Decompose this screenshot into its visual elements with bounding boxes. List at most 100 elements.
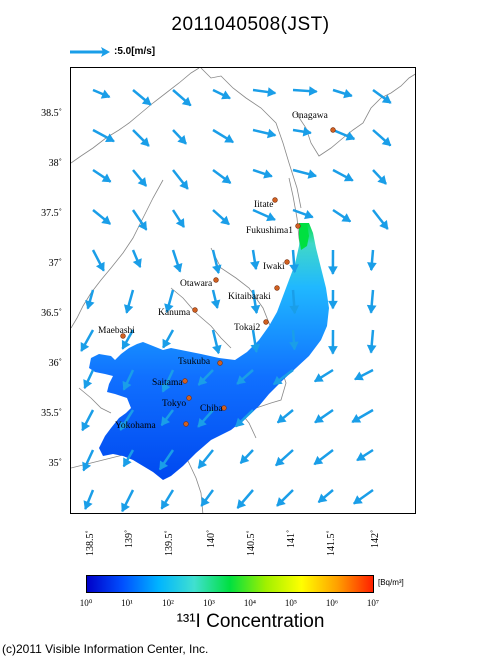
lon-tick: 141.5˚ [326, 530, 337, 556]
wind-vector-head [181, 96, 192, 107]
wind-vector-head [317, 493, 328, 503]
city-marker [330, 127, 336, 133]
wind-vector-head [81, 421, 91, 432]
wind-vector-head [221, 174, 232, 184]
wind-vector-head [82, 461, 92, 472]
wind-vector-head [266, 128, 277, 139]
city-marker [120, 333, 126, 339]
lon-tick: 141˚ [286, 529, 297, 548]
wind-vector-head [212, 344, 222, 355]
wind-vector-head [328, 300, 338, 310]
wind-vector-head [377, 175, 387, 185]
wind-vector-head [354, 371, 364, 381]
wind-vector-head [345, 131, 356, 141]
wind-vector-head [328, 266, 338, 275]
wind-vector-head [95, 261, 105, 272]
wind-vector-head [302, 126, 312, 137]
lat-tick: 35˚ [48, 458, 62, 469]
wind-vector-head [224, 134, 234, 143]
wind-scale-label: :5.0[m/s] [114, 46, 156, 57]
city-marker [221, 405, 227, 411]
city-label-kitaibaraki: Kitaibaraki [228, 292, 271, 302]
wind-vector-head [132, 258, 142, 268]
city-label-fukushima1: Fukushima1 [246, 226, 293, 236]
wind-vector-head [272, 375, 283, 385]
city-label-maebashi: Maebashi [98, 326, 135, 336]
colorbar-tick: 10⁵ [284, 598, 298, 608]
wind-vector-head [197, 376, 208, 386]
colorbar-tick: 10⁴ [243, 598, 257, 608]
wind-vector-head [239, 454, 250, 464]
wind-vector-head [164, 303, 174, 313]
map-title: 2011040508(JST) [171, 14, 330, 35]
wind-vector-head [235, 417, 245, 428]
wind-vector-head [200, 497, 210, 507]
colorbar-tick: 10⁷ [366, 598, 380, 608]
wind-vector-head [121, 502, 130, 513]
lon-tick: 140.5˚ [246, 530, 257, 556]
wind-vector-head [381, 136, 392, 147]
wind-vector-head [197, 417, 207, 428]
wind-vector-head [101, 173, 112, 183]
lat-tick: 37˚ [48, 258, 62, 269]
city-marker [274, 285, 280, 291]
lon-tick: 139.5˚ [164, 530, 175, 556]
wind-vector-head [275, 456, 285, 467]
map-panel[interactable] [70, 67, 416, 514]
colorbar-tick: 10³ [203, 598, 215, 608]
city-label-tokyo: Tokyo [162, 399, 187, 409]
wind-vector-head [367, 262, 377, 272]
wind-vector-head [276, 497, 286, 507]
wind-vector-head [250, 304, 261, 314]
wind-vector-head [122, 380, 132, 391]
colorbar-tick: 10¹ [121, 598, 133, 608]
map-canvas [71, 68, 415, 513]
plume-core [299, 223, 309, 250]
wind-vector-head [266, 212, 276, 222]
city-marker [192, 307, 198, 313]
wind-vector-head [83, 379, 93, 389]
wind-vector-head [343, 88, 353, 99]
wind-vector-head [308, 86, 318, 96]
city-marker [182, 378, 188, 384]
lat-tick: 35.5˚ [41, 408, 62, 419]
city-label-iwaki: Iwaki [263, 262, 285, 272]
city-label-tsukuba: Tsukuba [178, 357, 211, 367]
city-label-otawara: Otawara [180, 279, 213, 289]
wind-vector-head [141, 96, 152, 106]
lat-tick: 38˚ [48, 158, 62, 169]
wind-vector-head [351, 414, 362, 423]
wind-vector-head [161, 416, 170, 427]
lon-tick: 142˚ [370, 529, 381, 548]
lat-tick: 36.5˚ [41, 308, 62, 319]
lon-tick: 139˚ [124, 529, 135, 548]
wind-vector-head [162, 338, 172, 349]
wind-vector-head [328, 346, 338, 355]
wind-vector-head [250, 343, 261, 353]
wind-vector-head [197, 459, 208, 469]
concentration-colorbar [86, 575, 374, 593]
colorbar-unit: [Bq/m³] [378, 578, 404, 587]
wind-vector-head [221, 90, 231, 100]
wind-vector-head [161, 499, 170, 510]
wind-vector-head [236, 375, 247, 385]
lat-tick: 36˚ [48, 358, 62, 369]
wind-vector-head [289, 305, 300, 315]
colorbar-tick: 10⁶ [325, 598, 339, 608]
wind-vector-head [366, 304, 377, 314]
concentration-label: ¹³¹I Concentration [176, 611, 325, 632]
wind-vector-head [138, 220, 147, 231]
wind-vector-head [341, 213, 352, 222]
wind-vector-head [313, 455, 324, 465]
city-label-kanuma: Kanuma [158, 308, 191, 318]
wind-vector-head [263, 169, 273, 179]
wind-vector-head [161, 382, 171, 393]
city-marker [284, 259, 290, 265]
wind-vector-head [119, 420, 129, 431]
city-label-chiba: Chiba [200, 404, 223, 414]
city-label-iitate: Iitate [254, 200, 274, 210]
colorbar-tick: 10⁰ [79, 598, 93, 608]
wind-vector-head [236, 499, 247, 509]
city-label-tokai2: Tokai2 [234, 323, 261, 333]
city-markers [120, 127, 336, 427]
